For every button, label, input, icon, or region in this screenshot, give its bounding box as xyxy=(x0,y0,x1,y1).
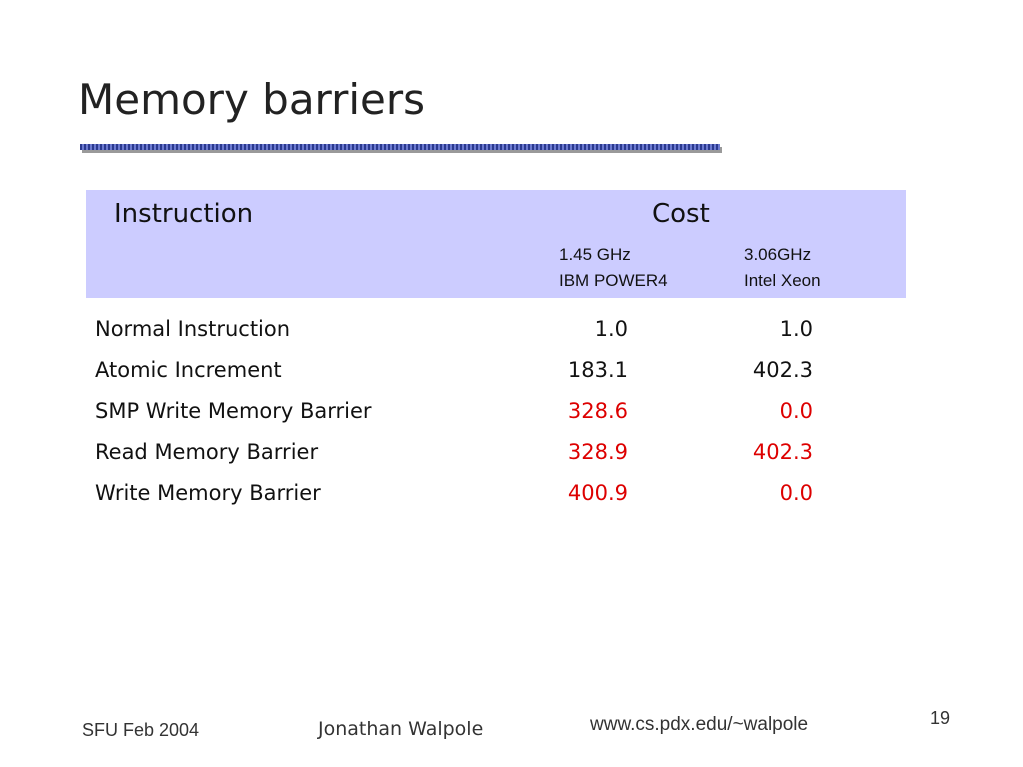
page-number: 19 xyxy=(930,708,951,728)
title-underline xyxy=(80,144,720,150)
row-cost-power4: 328.6 xyxy=(567,399,628,423)
row-cost-power4: 1.0 xyxy=(594,317,628,341)
header-column-power4-speed: 1.45 GHz xyxy=(559,245,631,264)
row-instruction-name: SMP Write Memory Barrier xyxy=(95,399,372,423)
table-row: SMP Write Memory Barrier 328.6 0.0 xyxy=(0,391,1023,432)
slide-title: Memory barriers xyxy=(78,75,426,124)
header-column-xeon-cpu: Intel Xeon xyxy=(744,271,821,290)
table-row: Atomic Increment 183.1 402.3 xyxy=(0,350,1023,391)
table-row: Read Memory Barrier 328.9 402.3 xyxy=(0,432,1023,473)
row-cost-xeon: 0.0 xyxy=(779,399,813,423)
header-column-power4: 1.45 GHz IBM POWER4 xyxy=(559,242,668,294)
row-cost-xeon: 1.0 xyxy=(779,317,813,341)
footer-author: Jonathan Walpole xyxy=(318,718,484,740)
table-row: Normal Instruction 1.0 1.0 xyxy=(0,309,1023,350)
footer-url: www.cs.pdx.edu/~walpole xyxy=(590,714,809,735)
row-cost-power4: 328.9 xyxy=(567,440,628,464)
row-cost-xeon: 402.3 xyxy=(752,358,813,382)
table-header-band xyxy=(86,190,906,298)
footer-date: SFU Feb 2004 xyxy=(82,720,200,740)
header-column-xeon: 3.06GHz Intel Xeon xyxy=(744,242,821,294)
row-instruction-name: Write Memory Barrier xyxy=(95,481,321,505)
row-cost-xeon: 402.3 xyxy=(752,440,813,464)
header-instruction: Instruction xyxy=(114,199,254,229)
row-cost-xeon: 0.0 xyxy=(779,481,813,505)
row-cost-power4: 400.9 xyxy=(567,481,628,505)
row-cost-power4: 183.1 xyxy=(567,358,628,382)
row-instruction-name: Atomic Increment xyxy=(95,358,282,382)
header-column-power4-cpu: IBM POWER4 xyxy=(559,271,668,290)
row-instruction-name: Normal Instruction xyxy=(95,317,291,341)
row-instruction-name: Read Memory Barrier xyxy=(95,440,319,464)
header-column-xeon-speed: 3.06GHz xyxy=(744,245,812,264)
header-cost: Cost xyxy=(652,199,710,229)
table-row: Write Memory Barrier 400.9 0.0 xyxy=(0,473,1023,514)
table-body: Normal Instruction 1.0 1.0 Atomic Increm… xyxy=(0,309,1023,514)
